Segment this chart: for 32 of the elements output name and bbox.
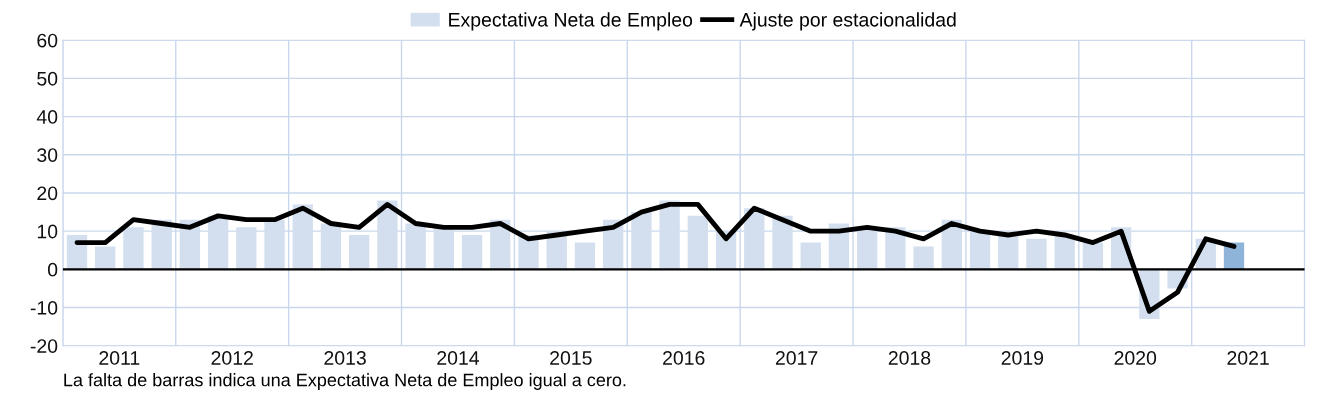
x-tick-label: 2016 (663, 351, 705, 365)
legend-label: Expectativa Neta de Empleo (449, 12, 693, 31)
x-tick-label: 2021 (1227, 351, 1269, 365)
y-tick-label: 20 (37, 186, 58, 201)
bar (1026, 238, 1047, 270)
y-tick-label: -10 (30, 301, 58, 315)
y-tick-label: 50 (37, 71, 58, 86)
x-tick-label: 2019 (1001, 351, 1044, 365)
x-tick-label: 2012 (211, 351, 253, 365)
y-tick-label: 40 (36, 110, 58, 124)
bar (913, 246, 934, 270)
x-tick-label: 2018 (888, 351, 931, 365)
x-tick-label: 2014 (437, 351, 480, 365)
x-tick-label: 2011 (99, 351, 140, 365)
bar (998, 234, 1019, 270)
x-tick-label: 2020 (1114, 351, 1157, 365)
bar (1082, 242, 1104, 270)
bar (349, 234, 370, 270)
y-tick-label: 30 (37, 148, 58, 163)
bar (461, 234, 483, 270)
y-tick-label: 0 (47, 262, 58, 277)
bar (574, 242, 596, 270)
legend-label: Ajuste por estacionalidad (739, 12, 956, 31)
y-tick-label: 60 (37, 33, 58, 48)
bar (800, 242, 821, 270)
y-tick-label: -20 (30, 339, 58, 353)
x-tick-label: 2017 (775, 351, 818, 365)
bar (95, 246, 116, 270)
x-tick-label: 2013 (324, 351, 366, 365)
x-tick-label: 2015 (550, 351, 592, 365)
text: La falta de barras indica una Expectativa Neta de Empleo igual a cero. (64, 373, 626, 390)
y-tick-label: 10 (37, 224, 58, 239)
